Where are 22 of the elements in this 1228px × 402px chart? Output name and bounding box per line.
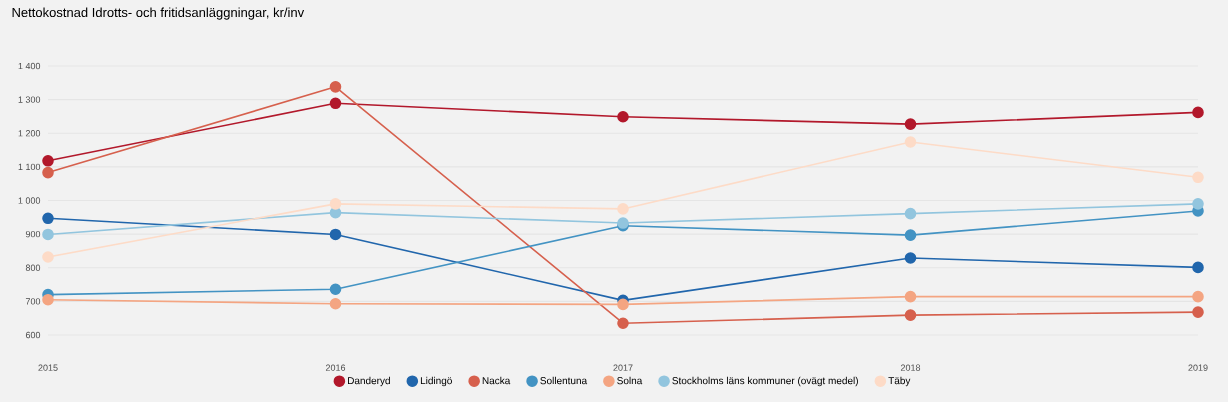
y-tick-label: 800 xyxy=(25,264,41,271)
x-tick-label: 2016 xyxy=(325,364,346,371)
y-tick-label: 1 300 xyxy=(18,96,41,103)
legend-label: Stockholms läns kommuner (ovägt medel) xyxy=(672,376,858,387)
y-tick-label: 1 400 xyxy=(18,62,41,70)
x-tick-label: 2017 xyxy=(613,364,633,371)
legend-label: Täby xyxy=(888,376,911,387)
x-tick-label: 2018 xyxy=(900,364,921,371)
legend-label: Danderyd xyxy=(348,376,390,387)
x-tick-label: 2015 xyxy=(38,364,58,371)
y-tick-label: 900 xyxy=(25,230,41,238)
y-tick-label: 1 100 xyxy=(18,163,41,171)
legend-label: Sollentuna xyxy=(540,376,588,385)
legend-label: Lidingö xyxy=(420,376,452,387)
x-tick-label: 2019 xyxy=(1188,364,1208,371)
legend-label: Nacka xyxy=(482,376,511,385)
chart-title: Nettokostnad Idrotts- och fritidsanläggningar, kr/inv xyxy=(12,7,305,20)
y-tick-label: 600 xyxy=(25,331,41,339)
legend-label: Solna xyxy=(617,376,643,385)
y-tick-label: 700 xyxy=(25,298,41,305)
y-tick-label: 1 000 xyxy=(18,197,41,204)
y-tick-label: 1 200 xyxy=(18,130,41,137)
